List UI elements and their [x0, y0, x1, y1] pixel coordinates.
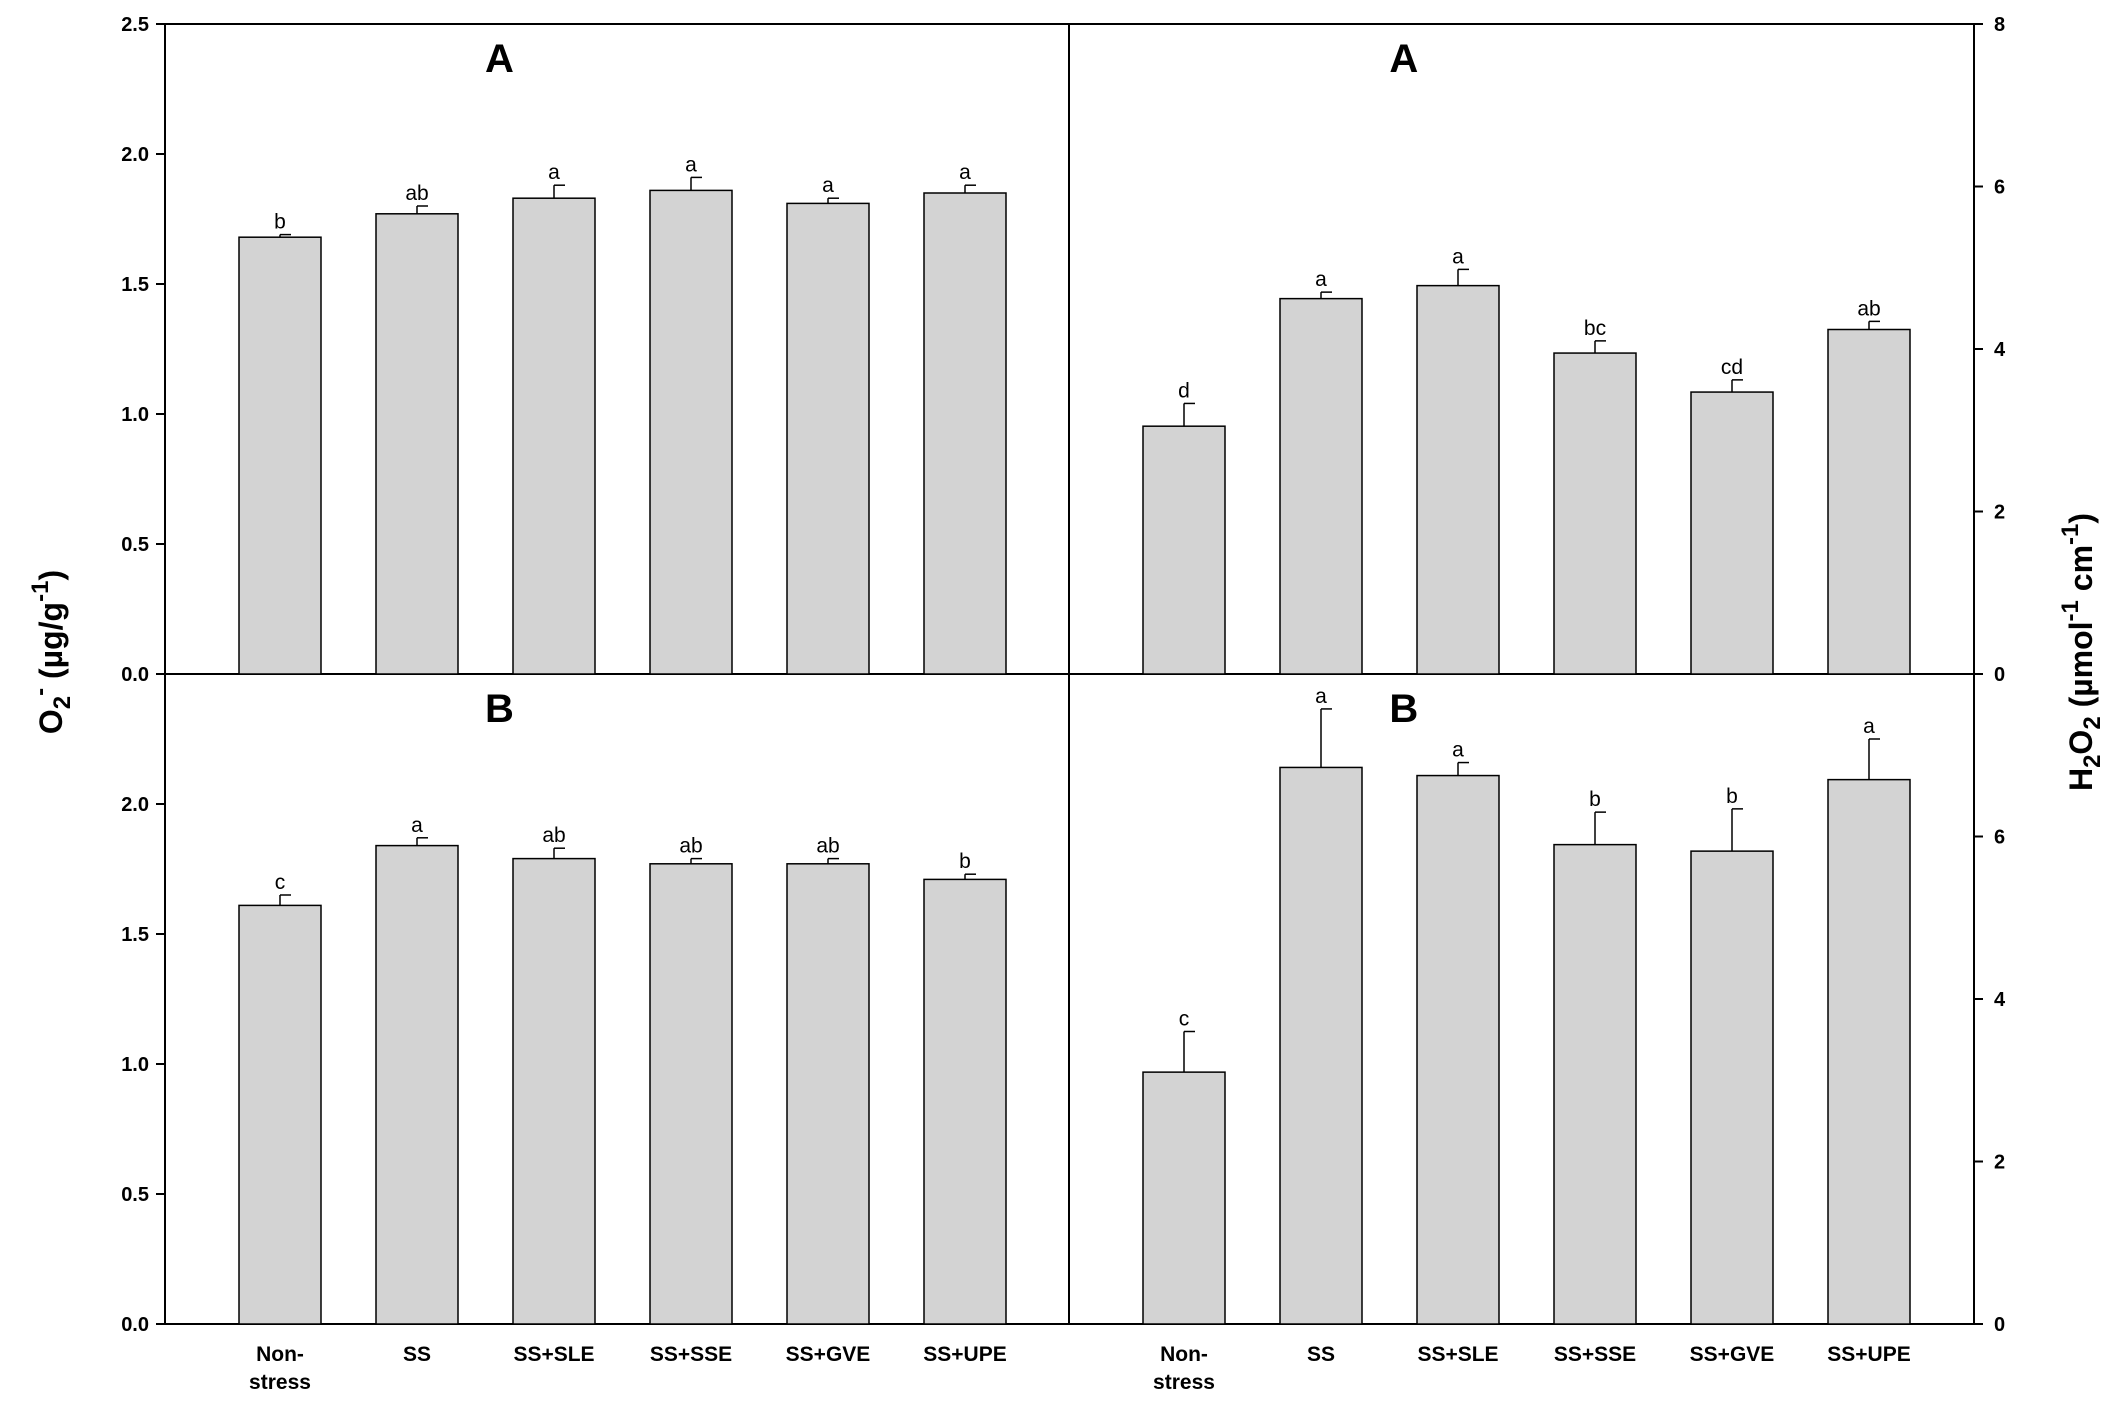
bar	[1553, 843, 1637, 1325]
y-tick-label: 1.0	[121, 404, 149, 426]
y-tick-label: 1.0	[121, 1054, 149, 1076]
significance-label: d	[1178, 379, 1190, 402]
bar	[238, 904, 322, 1325]
significance-label: cd	[1721, 356, 1743, 379]
panel-top-left: A 0.0 0.5 1.0 1.5 2.0 2.5 b ab a a a a	[121, 14, 1007, 686]
x-tick-label: SS	[403, 1343, 431, 1366]
bar	[238, 236, 322, 675]
significance-label: ab	[1857, 297, 1880, 320]
bar	[1416, 774, 1500, 1325]
bar	[649, 189, 733, 675]
y-axis-left-title: O2- (µg/g-1)	[27, 570, 76, 734]
significance-label: ab	[679, 835, 702, 858]
bar	[1279, 297, 1363, 675]
significance-label: a	[1315, 268, 1327, 291]
significance-label: b	[1726, 785, 1738, 808]
y-tick-label: 0.5	[121, 534, 149, 556]
bar	[512, 857, 596, 1325]
y-tick-label: 2.5	[121, 14, 149, 36]
x-tick-label: SS+SLE	[1417, 1343, 1498, 1366]
y-tick-label: 1.5	[121, 274, 149, 296]
bar	[512, 197, 596, 675]
significance-label: a	[685, 153, 697, 176]
significance-label: ab	[542, 824, 565, 847]
x-tick-label: SS+UPE	[1827, 1343, 1910, 1366]
panel-top-right: A 0 2 4 6 8 d a a bc cd ab	[1142, 14, 2006, 686]
significance-label: bc	[1584, 317, 1606, 340]
x-tick-label: SS+UPE	[923, 1343, 1006, 1366]
bar	[1690, 850, 1774, 1325]
y-tick-label: 0.0	[121, 1314, 149, 1336]
y-tick-label: 2.0	[121, 144, 149, 166]
significance-label: b	[274, 211, 286, 234]
x-tick-label: SS	[1307, 1343, 1335, 1366]
significance-label: a	[1452, 739, 1464, 762]
y-tick-label: 2.0	[121, 794, 149, 816]
y-tick-label: 4	[1994, 339, 2006, 361]
bar	[1827, 328, 1911, 675]
significance-label: c	[1179, 1008, 1190, 1031]
y-tick-label: 6	[1994, 827, 2005, 849]
y-tick-label: 0	[1994, 1314, 2005, 1336]
bar	[923, 878, 1007, 1325]
x-tick-label: SS+GVE	[786, 1343, 871, 1366]
x-tick-label: Non-stress	[249, 1343, 311, 1394]
significance-label: b	[959, 850, 971, 873]
panel-label: B	[1389, 687, 1418, 731]
bar	[375, 844, 459, 1325]
y-tick-label: 2	[1994, 502, 2005, 524]
y-tick-label: 0.5	[121, 1184, 149, 1206]
y-axis-right-title: H2O2 (µmol-1 cm-1)	[2057, 513, 2106, 791]
bar	[786, 202, 870, 675]
panel-label: A	[1389, 37, 1418, 81]
significance-label: ab	[405, 182, 428, 205]
bar	[375, 213, 459, 675]
x-tick-label: SS+GVE	[1690, 1343, 1775, 1366]
y-tick-label: 0	[1994, 664, 2005, 686]
x-tick-label: SS+SSE	[650, 1343, 732, 1366]
significance-label: a	[822, 174, 834, 197]
bar	[923, 192, 1007, 675]
bar	[1827, 778, 1911, 1325]
significance-label: b	[1589, 788, 1601, 811]
significance-label: a	[959, 161, 971, 184]
bar	[1142, 1071, 1226, 1325]
significance-label: a	[1863, 715, 1875, 738]
panel-bottom-left: B 0.0 0.5 1.0 1.5 2.0 c a ab ab ab b Non-stress SS SS+…	[121, 687, 1007, 1394]
x-tick-label: SS+SSE	[1554, 1343, 1636, 1366]
significance-label: ab	[816, 835, 839, 858]
panel-label: A	[485, 37, 514, 81]
significance-label: a	[411, 814, 423, 837]
y-tick-label: 0.0	[121, 664, 149, 686]
x-tick-label: Non-stress	[1153, 1343, 1215, 1394]
bar	[1142, 425, 1226, 675]
bar	[786, 863, 870, 1325]
bar	[1553, 352, 1637, 675]
y-tick-label: 8	[1994, 14, 2005, 36]
y-tick-label: 1.5	[121, 924, 149, 946]
bar	[1690, 391, 1774, 675]
bar	[1279, 766, 1363, 1325]
significance-label: a	[1452, 245, 1464, 268]
significance-label: a	[548, 161, 560, 184]
significance-label: c	[275, 871, 286, 894]
y-tick-label: 6	[1994, 177, 2005, 199]
y-tick-label: 4	[1994, 989, 2006, 1011]
bar	[649, 863, 733, 1325]
y-tick-label: 2	[1994, 1152, 2005, 1174]
panel-bottom-right: B 0 2 4 6 c a a b b a Non-stress SS SS+SLE SS+SSE SS+GV…	[1142, 685, 2006, 1394]
x-tick-label: SS+SLE	[513, 1343, 594, 1366]
significance-label: a	[1315, 685, 1327, 708]
panel-label: B	[485, 687, 514, 731]
bar	[1416, 284, 1500, 675]
